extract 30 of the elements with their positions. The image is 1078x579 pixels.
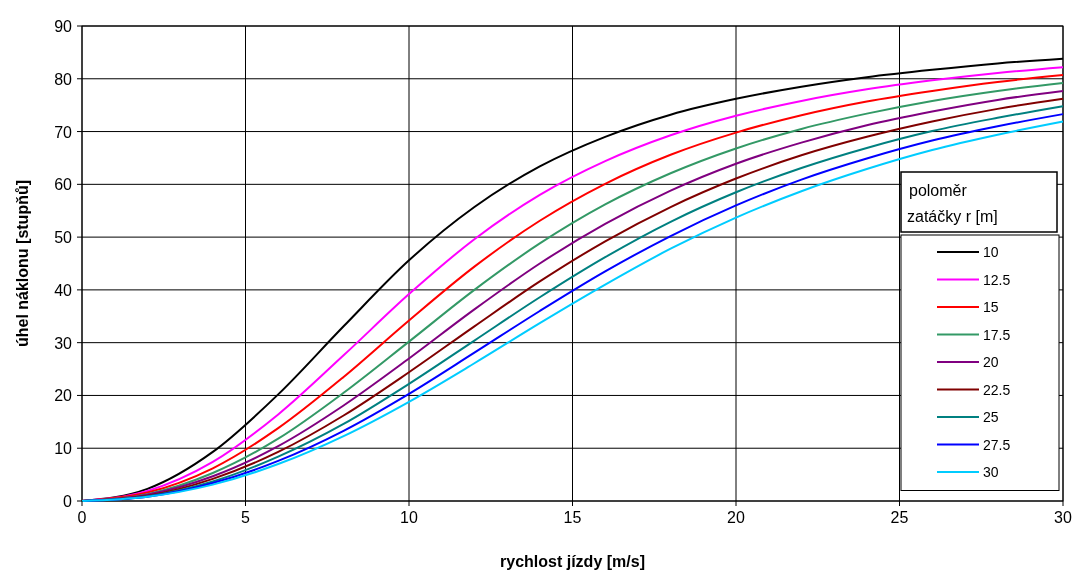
legend-label: 17.5 xyxy=(983,326,1011,343)
x-axis-title: rychlost jízdy [m/s] xyxy=(500,553,645,570)
y-tick-label: 50 xyxy=(54,229,73,247)
y-tick-label: 90 xyxy=(54,18,73,35)
x-tick-label: 10 xyxy=(400,509,418,526)
legend-label: 30 xyxy=(983,464,999,480)
y-tick-label: 60 xyxy=(54,176,73,194)
y-axis-title: úhel náklonu [stupňů] xyxy=(14,179,31,348)
legend-label: 10 xyxy=(983,244,999,260)
legend-title-box: poloměr zatáčky r [m] xyxy=(900,171,1058,233)
y-tick-label: 70 xyxy=(54,123,73,141)
legend-label: 22.5 xyxy=(983,381,1011,398)
x-tick-label: 30 xyxy=(1054,509,1072,526)
legend-label: 27.5 xyxy=(983,436,1011,453)
y-tick-label: 30 xyxy=(54,334,73,352)
x-tick-label: 25 xyxy=(890,509,909,526)
legend-label: 20 xyxy=(983,354,999,370)
y-tick-label: 20 xyxy=(54,387,73,405)
legend-label: 15 xyxy=(983,299,999,315)
x-tick-label: 20 xyxy=(727,509,745,526)
x-tick-label: 0 xyxy=(77,509,87,526)
y-tick-label: 40 xyxy=(54,281,73,299)
x-tick-label: 5 xyxy=(241,509,251,526)
y-tick-label: 80 xyxy=(54,70,73,88)
x-tick-label: 15 xyxy=(563,509,582,526)
y-tick-label: 0 xyxy=(63,493,73,510)
y-tick-label: 10 xyxy=(54,440,73,458)
legend-title: poloměr zatáčky r [m] xyxy=(907,182,998,225)
legend-label: 25 xyxy=(983,409,999,425)
legend-label: 12.5 xyxy=(983,271,1011,288)
